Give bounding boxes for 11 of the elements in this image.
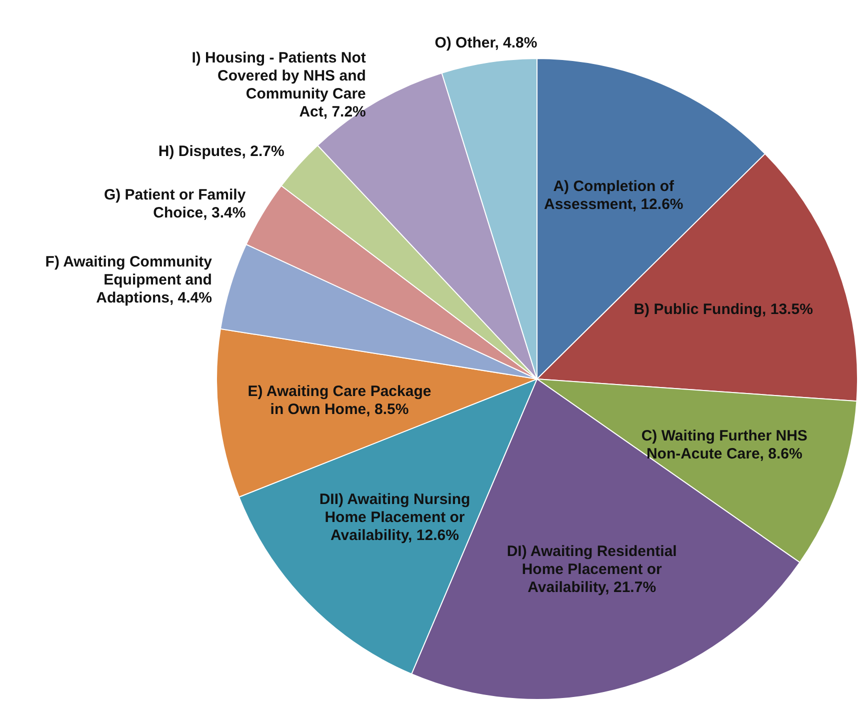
slice-label: F) Awaiting Community Equipment and Adaptions, 4.4% xyxy=(45,253,213,306)
slice-label: H) Disputes, 2.7% xyxy=(158,143,284,160)
slice-label: E) Awaiting Care Package in Own Home, 8.5% xyxy=(248,382,432,418)
slice-label: B) Public Funding, 13.5% xyxy=(634,301,813,318)
slice-label: I) Housing - Patients Not Covered by NHS and Community Care Act, 7.2% xyxy=(192,50,366,121)
slice-label: G) Patient or Family Choice, 3.4% xyxy=(104,186,246,222)
slice-label: A) Completion of Assessment, 12.6% xyxy=(544,178,684,213)
slice-label: DI) Awaiting Residential Home Placement or Availability, 21.7% xyxy=(506,543,677,596)
slice-label: O) Other, 4.8% xyxy=(434,34,538,52)
slice-label: C) Waiting Further NHS Non-Acute Care, 8.6% xyxy=(641,427,808,462)
slice-label: DII) Awaiting Nursing Home Placement or Availability, 12.6% xyxy=(319,490,470,544)
